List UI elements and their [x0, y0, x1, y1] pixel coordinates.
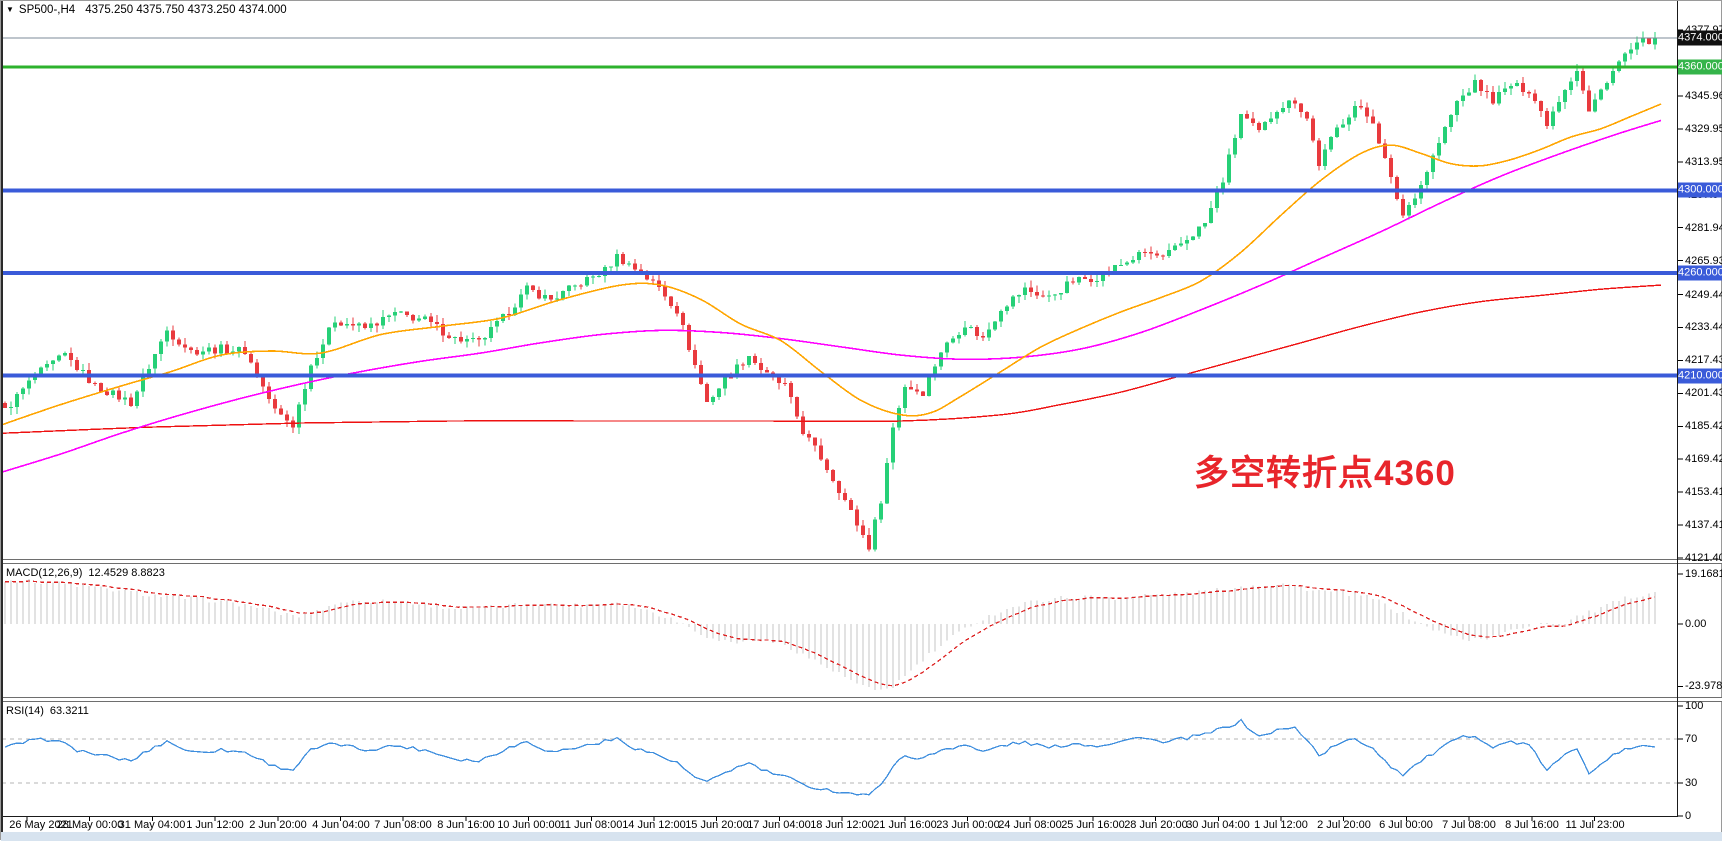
price-axis-label: 4281.940	[1685, 222, 1722, 234]
time-axis-label: 17 Jun 04:00	[747, 819, 811, 831]
time-axis-label: 6 Jul 00:00	[1379, 819, 1433, 831]
time-axis-label: 23 Jun 00:00	[936, 819, 1000, 831]
panel-splitter-macd[interactable]	[1, 559, 1722, 564]
macd-indicator-label: MACD(12,26,9) 12.4529 8.8823	[6, 567, 165, 579]
rsi-value: 63.3211	[49, 705, 89, 717]
price-axis-label: 4249.445	[1685, 289, 1722, 301]
price-axis-label: 4265.935	[1685, 255, 1722, 267]
ohlc-quote-label: 4375.250 4375.750 4373.250 4374.000	[85, 4, 287, 16]
time-axis-label: 2 Jun 20:00	[249, 819, 307, 831]
time-axis-label: 18 Jun 12:00	[810, 819, 874, 831]
macd-axis-label: 19.1681	[1685, 568, 1722, 580]
time-axis-label: 24 Jun 08:00	[998, 819, 1062, 831]
panel-splitter-rsi[interactable]	[1, 697, 1722, 702]
time-axis-label: 15 Jun 20:00	[685, 819, 749, 831]
price-axis-label: 4137.410	[1685, 519, 1722, 531]
time-axis-label: 2 Jul 20:00	[1317, 819, 1371, 831]
level-tag-4260[interactable]: 4260.000	[1678, 265, 1722, 281]
price-axis-label: 4201.430	[1685, 387, 1722, 399]
price-axis-border	[1677, 1, 1678, 817]
symbol-marker-icon: ▼	[6, 5, 14, 14]
time-axis-label: 26 May 2021	[9, 819, 73, 831]
price-axis-label: 4233.440	[1685, 321, 1722, 333]
time-axis-label: 11 Jul 23:00	[1565, 819, 1625, 831]
price-axis-label: 4169.420	[1685, 453, 1722, 465]
price-axis-label: 4153.415	[1685, 486, 1722, 498]
price-axis-label: 4313.950	[1685, 156, 1722, 168]
window-left-border	[1, 1, 3, 832]
time-axis-label: 4 Jun 04:00	[312, 819, 370, 831]
time-axis-label: 7 Jun 08:00	[374, 819, 432, 831]
time-axis-label: 28 Jun 20:00	[1124, 819, 1188, 831]
time-axis-border	[1, 816, 1678, 817]
macd-axis-label: 0.00	[1685, 618, 1707, 630]
symbol-period-label: SP500-,H4	[18, 4, 76, 16]
last-price-tag[interactable]: 4374.000	[1678, 30, 1722, 46]
time-axis-label: 7 Jul 08:00	[1442, 819, 1496, 831]
rsi-axis-label: 100	[1685, 700, 1704, 712]
time-axis-label: 25 Jun 16:00	[1061, 819, 1125, 831]
price-axis-label: 4345.960	[1685, 90, 1722, 102]
rsi-axis-label: 30	[1685, 777, 1698, 789]
rsi-axis-label: 0	[1685, 810, 1692, 822]
time-axis-label: 30 Jun 04:00	[1186, 819, 1250, 831]
price-axis-label: 4185.425	[1685, 420, 1722, 432]
time-axis-label: 11 Jun 08:00	[559, 819, 623, 831]
time-axis-label: 8 Jul 16:00	[1505, 819, 1559, 831]
rsi-indicator-label: RSI(14) 63.3211	[6, 705, 89, 717]
time-axis-label: 8 Jun 16:00	[437, 819, 495, 831]
time-axis-label: 21 Jun 16:00	[873, 819, 937, 831]
time-axis-label: 1 Jul 12:00	[1254, 819, 1308, 831]
price-axis-label: 4329.955	[1685, 123, 1722, 135]
level-tag-4300[interactable]: 4300.000	[1678, 182, 1722, 198]
level-tag-4360[interactable]: 4360.000	[1678, 59, 1722, 75]
time-axis-label: 31 May 04:00	[118, 819, 186, 831]
macd-values: 12.4529 8.8823	[88, 567, 165, 579]
text-annotation[interactable]: 多空转折点4360	[1194, 454, 1456, 493]
window-bottom-strip	[1, 832, 1722, 841]
price-axis-label: 4217.435	[1685, 354, 1722, 366]
rsi-axis-label: 70	[1685, 733, 1698, 745]
level-tag-4210[interactable]: 4210.000	[1678, 368, 1722, 384]
time-axis-label: 10 Jun 00:00	[497, 819, 561, 831]
time-axis-label: 1 Jun 12:00	[186, 819, 244, 831]
time-axis-label: 28 May 00:00	[56, 819, 124, 831]
chart-title: ▼ SP500-,H4 4375.250 4375.750 4373.250 437…	[6, 4, 287, 16]
time-axis-label: 14 Jun 12:00	[622, 819, 686, 831]
price-axis-label: 4121.405	[1685, 552, 1722, 564]
